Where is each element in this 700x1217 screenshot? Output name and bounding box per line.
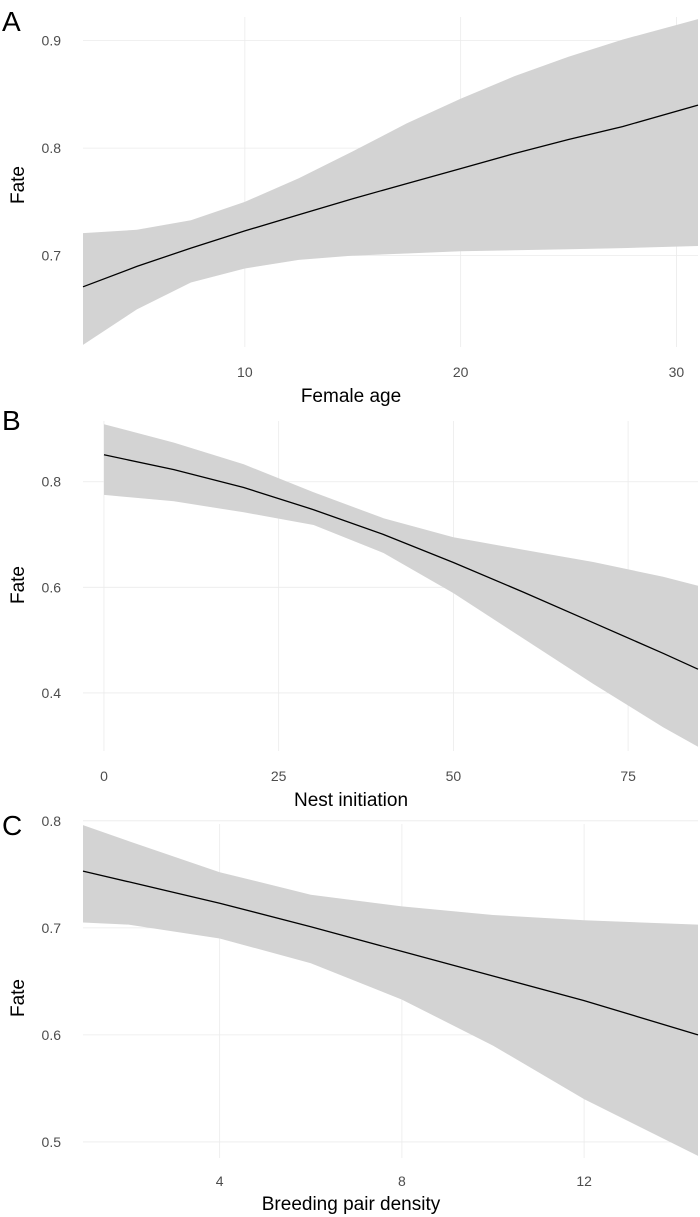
confidence-band xyxy=(83,825,698,1156)
x-tick-labels: 10 20 30 xyxy=(237,364,684,380)
fitted-line xyxy=(82,870,699,1036)
y-axis-title: Fate xyxy=(8,166,29,204)
y-tick-labels: 0.5 0.6 0.7 0.8 xyxy=(42,813,62,1150)
y-tick-label: 0.5 xyxy=(42,1134,62,1150)
x-axis-title: Female age xyxy=(301,386,401,407)
panel-c: C 4 8 12 0.5 0.6 0.7 0.8 Breeding pair densit… xyxy=(2,810,699,1215)
panel-a: A 10 20 30 0.7 0.8 0.9 Female age Fate xyxy=(2,6,699,407)
fitted-line xyxy=(103,454,699,670)
fitted-line xyxy=(82,104,699,288)
panel-letter: C xyxy=(2,810,22,841)
x-tick-label: 30 xyxy=(669,364,685,380)
y-axis-title: Fate xyxy=(8,979,29,1017)
y-tick-label: 0.8 xyxy=(42,140,62,156)
y-tick-label: 0.6 xyxy=(42,1027,62,1043)
x-tick-label: 75 xyxy=(620,768,636,784)
y-tick-labels: 0.7 0.8 0.9 xyxy=(42,33,62,264)
y-tick-label: 0.9 xyxy=(42,33,62,49)
confidence-band xyxy=(104,424,698,747)
x-tick-label: 8 xyxy=(398,1173,406,1189)
y-tick-label: 0.8 xyxy=(42,474,62,490)
y-tick-label: 0.8 xyxy=(42,813,62,829)
panel-b: B 0 25 50 75 0.4 0.6 0.8 Nest initiation Fate xyxy=(2,405,699,811)
confidence-band xyxy=(83,19,698,345)
x-tick-labels: 0 25 50 75 xyxy=(100,768,636,784)
x-tick-label: 4 xyxy=(216,1173,224,1189)
x-tick-label: 0 xyxy=(100,768,108,784)
y-tick-label: 0.7 xyxy=(42,920,62,936)
x-tick-label: 20 xyxy=(453,364,469,380)
y-axis-title: Fate xyxy=(8,566,29,604)
x-tick-label: 10 xyxy=(237,364,253,380)
y-tick-label: 0.7 xyxy=(42,248,62,264)
x-tick-label: 25 xyxy=(271,768,287,784)
y-tick-label: 0.6 xyxy=(42,579,62,595)
panel-letter: A xyxy=(2,6,21,37)
x-tick-label: 50 xyxy=(446,768,462,784)
y-tick-labels: 0.4 0.6 0.8 xyxy=(42,474,62,701)
x-axis-title: Breeding pair density xyxy=(262,1194,441,1215)
x-axis-title: Nest initiation xyxy=(294,790,408,811)
x-tick-labels: 4 8 12 xyxy=(216,1173,592,1189)
panel-letter: B xyxy=(2,405,21,436)
y-tick-label: 0.4 xyxy=(42,685,62,701)
x-tick-label: 12 xyxy=(576,1173,592,1189)
